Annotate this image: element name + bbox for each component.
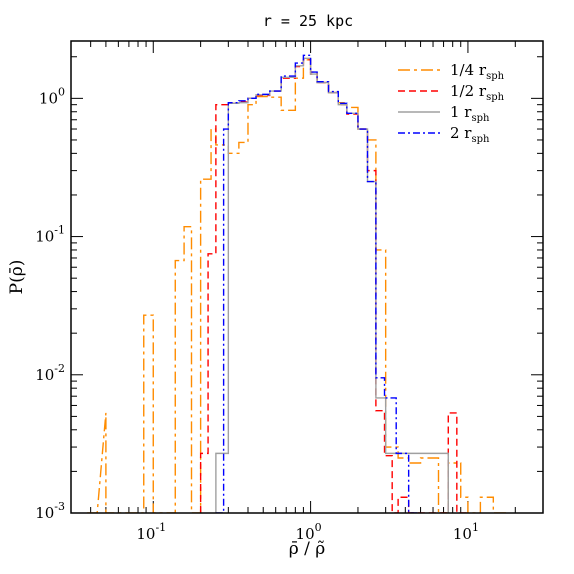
y-axis-label: P(ρ̄) — [7, 260, 27, 295]
series-line — [199, 59, 467, 513]
legend-label: 1/2 rsph — [450, 82, 505, 103]
chart-title: r = 25 kpc — [263, 12, 353, 30]
plot-frame — [70, 40, 544, 514]
y-tick-label: 10-1 — [35, 224, 65, 246]
series-layer — [87, 54, 509, 513]
tick-labels: 10-1 100 101 10-3 10-2 10-1 100 — [35, 85, 479, 543]
x-tick-label: 10-1 — [136, 521, 166, 543]
x-tick-label: 100 — [296, 521, 322, 543]
y-tick-label: 10-2 — [35, 362, 65, 384]
x-axis-label: ρ̄ / ρ̃ — [289, 539, 326, 559]
legend-label: 1/4 rsph — [450, 61, 505, 82]
series-line — [87, 59, 509, 513]
x-tick-label: 101 — [453, 521, 479, 543]
series-line — [215, 54, 421, 513]
y-tick-label: 100 — [39, 85, 65, 107]
series-line — [215, 57, 449, 513]
legend-label: 1 rsph — [450, 103, 490, 124]
axis-ticks — [70, 41, 544, 514]
y-tick-label: 10-3 — [35, 500, 65, 522]
legend-label: 2 rsph — [450, 124, 490, 145]
